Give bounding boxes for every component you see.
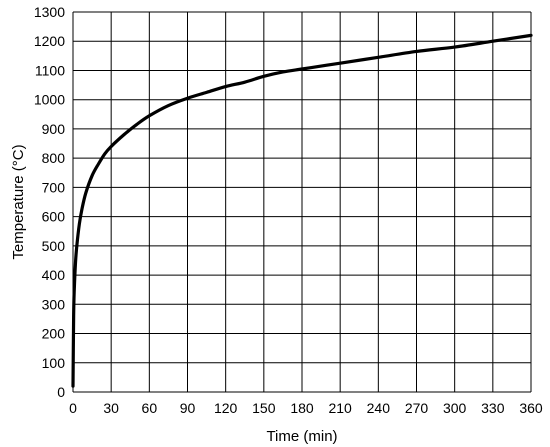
y-tick-label: 700	[42, 179, 66, 195]
x-tick-label: 210	[328, 400, 352, 416]
y-tick-label: 1300	[34, 4, 65, 20]
x-tick-label: 150	[252, 400, 276, 416]
y-tick-label: 100	[42, 355, 66, 371]
x-tick-label: 330	[481, 400, 505, 416]
x-tick-label: 90	[180, 400, 196, 416]
y-axis-ticks: 0 100 200 300 400 500 600 700 800 900 1000 1100 1200…	[34, 4, 65, 400]
y-tick-label: 900	[42, 121, 66, 137]
x-tick-label: 0	[69, 400, 77, 416]
x-tick-label: 240	[367, 400, 391, 416]
grid	[72, 11, 532, 393]
x-tick-label: 180	[290, 400, 314, 416]
y-tick-label: 500	[42, 238, 66, 254]
y-tick-label: 1000	[34, 92, 65, 108]
x-tick-label: 300	[443, 400, 467, 416]
x-tick-label: 270	[405, 400, 429, 416]
x-tick-label: 60	[142, 400, 158, 416]
y-tick-label: 1200	[34, 33, 65, 49]
y-tick-label: 400	[42, 267, 66, 283]
y-tick-label: 1100	[35, 62, 65, 78]
y-tick-label: 200	[42, 326, 66, 342]
x-axis-ticks: 0 30 60 90 120 150 180 210 240 270 300 330 360	[69, 400, 543, 416]
series-layer	[71, 33, 533, 388]
y-tick-label: 800	[42, 150, 66, 166]
y-tick-label: 300	[42, 296, 66, 312]
y-axis-label: Temperature (°C)	[10, 144, 27, 259]
y-tick-label: 0	[57, 384, 65, 400]
temperature-curve	[71, 33, 533, 388]
x-axis-label: Time (min)	[266, 428, 337, 445]
x-tick-label: 360	[519, 400, 543, 416]
x-tick-label: 120	[214, 400, 238, 416]
x-tick-label: 30	[103, 400, 119, 416]
y-tick-label: 600	[42, 209, 66, 225]
